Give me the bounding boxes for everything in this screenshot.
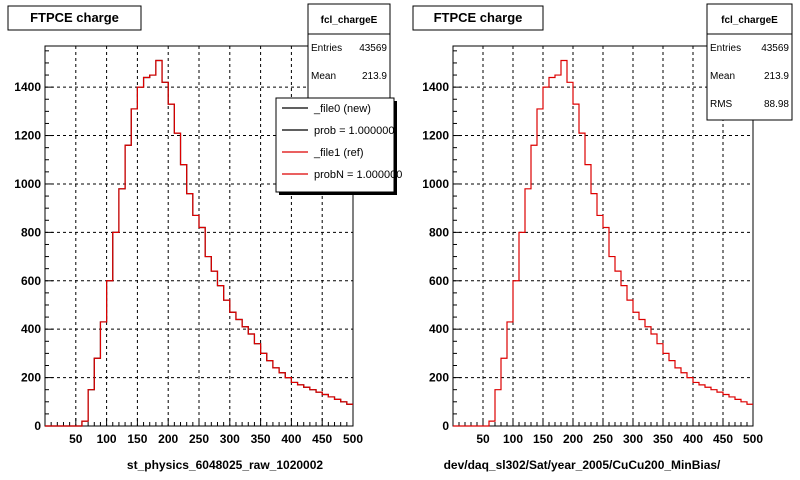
- stats-mean-value: 213.9: [362, 71, 387, 82]
- y-tick-label: 800: [429, 225, 449, 239]
- grid: [453, 46, 754, 426]
- y-tick-label: 400: [429, 322, 449, 336]
- x-axis-label: st_physics_6048025_raw_1020002: [127, 458, 323, 472]
- x-tick-label: 400: [281, 432, 301, 446]
- y-tick-label: 1200: [14, 129, 41, 143]
- stats-name: fcl_chargeE: [321, 15, 378, 26]
- x-tick-label: 300: [220, 432, 240, 446]
- x-tick-label: 450: [713, 432, 733, 446]
- y-tick-label: 1400: [14, 80, 41, 94]
- stats-rms-value: 88.98: [764, 99, 789, 110]
- y-tick-label: 400: [21, 322, 41, 336]
- y-tick-label: 200: [21, 371, 41, 385]
- stats-box-frame: [706, 3, 793, 121]
- x-tick-label: 150: [127, 432, 147, 446]
- stats-entries-label: Entries: [710, 43, 741, 54]
- x-tick-label: 50: [69, 432, 83, 446]
- stats-box: fcl_chargeE Entries 43569 Mean 213.9: [307, 3, 391, 111]
- y-tick-label: 0: [442, 419, 449, 433]
- y-tick-label: 200: [429, 371, 449, 385]
- plot-frame: [452, 45, 754, 427]
- x-tick-label: 250: [189, 432, 209, 446]
- y-tick-label: 1400: [422, 80, 449, 94]
- stats-rms-label: RMS: [710, 99, 733, 110]
- stats-mean-label: Mean: [710, 71, 735, 82]
- x-tick-label: 200: [563, 432, 583, 446]
- stats-box: fcl_chargeE Entries 43569 Mean 213.9 RMS 88.98: [706, 3, 793, 121]
- y-tick-label: 600: [21, 274, 41, 288]
- y-tick-label: 1200: [422, 129, 449, 143]
- stats-entries-value: 43569: [359, 43, 387, 54]
- y-tick-label: 800: [21, 225, 41, 239]
- title-box: [412, 5, 544, 31]
- x-tick-label: 400: [683, 432, 703, 446]
- x-tick-label: 500: [743, 432, 763, 446]
- title-box: [7, 5, 142, 31]
- x-tick-label: 350: [653, 432, 673, 446]
- legend-entry: probN = 1.000000: [314, 169, 402, 181]
- stats-name: fcl_chargeE: [721, 15, 778, 26]
- x-tick-label: 50: [476, 432, 490, 446]
- chart-title: FTPCE charge: [30, 10, 119, 25]
- y-tick-label: 0: [34, 419, 41, 433]
- x-axis-label: dev/daq_sl302/Sat/year_2005/CuCu200_MinB…: [444, 458, 721, 472]
- histogram-series-2: [45, 59, 353, 427]
- legend-entry: _file0 (new): [313, 103, 371, 115]
- stats-mean-value: 213.9: [764, 71, 789, 82]
- stats-entries-label: Entries: [311, 43, 342, 54]
- histogram-panel-2: 50 100 150 200 250 300 350 400 450 500 0 200 400 600 8…: [412, 3, 793, 472]
- legend: _file0 (new) prob = 1.000000 _file1 (ref) p…: [275, 97, 402, 195]
- legend-entry: prob = 1.000000: [314, 125, 394, 137]
- stats-entries-value: 43569: [761, 43, 789, 54]
- x-tick-label: 500: [343, 432, 363, 446]
- x-tick-label: 350: [251, 432, 271, 446]
- stats-mean-label: Mean: [311, 71, 336, 82]
- x-tick-label: 150: [533, 432, 553, 446]
- chart-title: FTPCE charge: [434, 10, 523, 25]
- y-tick-label: 1000: [14, 177, 41, 191]
- histogram-series-1: [453, 59, 753, 427]
- x-tick-label: 300: [623, 432, 643, 446]
- y-tick-label: 600: [429, 274, 449, 288]
- x-tick-label: 200: [158, 432, 178, 446]
- x-tick-label: 250: [593, 432, 613, 446]
- x-tick-label: 100: [503, 432, 523, 446]
- y-tick-label: 1000: [422, 177, 449, 191]
- histogram-panel-1: 50 100 150 200 250 300 350 400 450 500 0 200 400 600 8…: [7, 3, 402, 472]
- x-tick-label: 100: [97, 432, 117, 446]
- legend-entry: _file1 (ref): [313, 147, 364, 159]
- x-tick-label: 450: [312, 432, 332, 446]
- legend-frame: [275, 97, 395, 193]
